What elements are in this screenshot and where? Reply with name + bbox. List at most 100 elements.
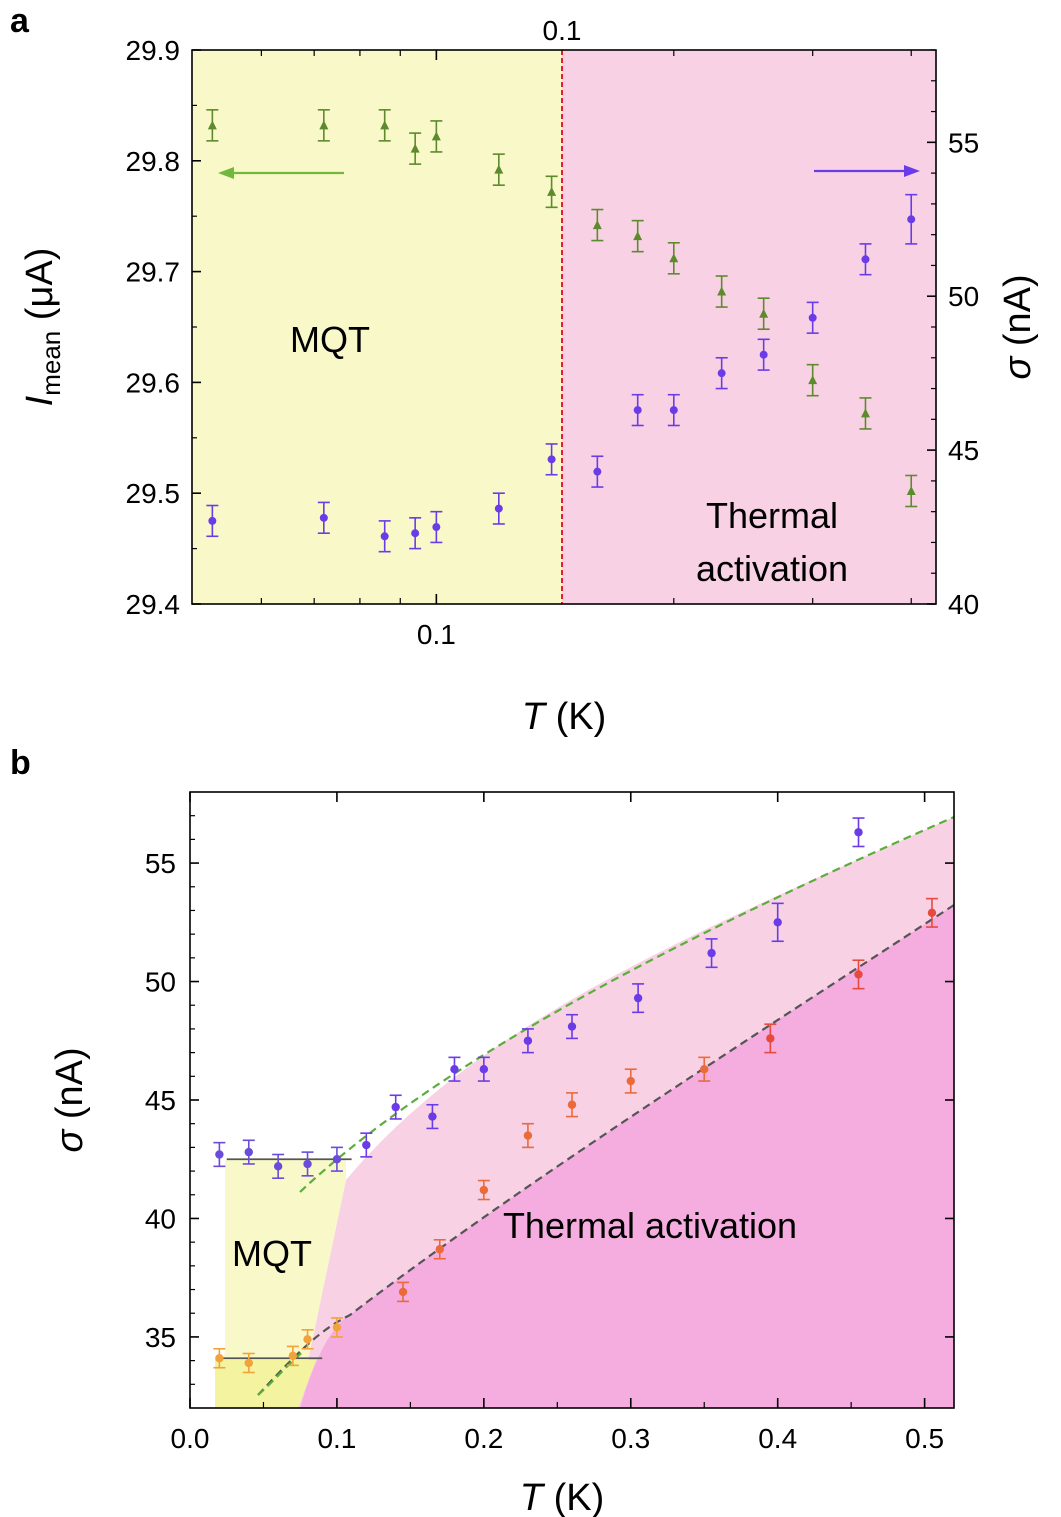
panel-b-x-label-symbol: T bbox=[520, 1477, 546, 1517]
data-point-circle bbox=[927, 908, 937, 918]
data-point-triangle bbox=[906, 485, 916, 495]
panel-b-x-label-unit: (K) bbox=[554, 1477, 605, 1517]
data-point-circle bbox=[633, 406, 642, 415]
data-point-circle bbox=[303, 1159, 312, 1169]
panel-a-mqt-region bbox=[192, 50, 562, 604]
data-point-circle bbox=[707, 948, 716, 958]
data-point-circle bbox=[428, 1112, 437, 1121]
data-point-circle bbox=[523, 1036, 533, 1045]
data-point-circle bbox=[244, 1147, 253, 1157]
y-tick-label: 29.8 bbox=[126, 146, 181, 177]
panel-b-y-label: σ (nA) bbox=[49, 1047, 91, 1152]
y-tick-label: 29.9 bbox=[126, 35, 181, 66]
data-point-circle bbox=[303, 1335, 312, 1344]
data-point-triangle bbox=[410, 143, 420, 153]
panel-b-lower-thermal-region bbox=[300, 905, 954, 1408]
panel-b-y-axis: 35 40 45 50 55 bbox=[145, 815, 954, 1385]
data-point-circle bbox=[380, 532, 389, 541]
data-point-circle bbox=[547, 455, 556, 464]
data-point-circle bbox=[593, 467, 602, 476]
panel-b-mqt-region bbox=[222, 1160, 346, 1408]
data-point-circle bbox=[717, 369, 726, 378]
data-point-circle bbox=[332, 1155, 342, 1164]
data-point-circle bbox=[494, 504, 503, 513]
panel-a-thermal-region bbox=[562, 50, 936, 604]
data-point-circle bbox=[432, 523, 441, 532]
panel-a-left-arrow bbox=[218, 167, 344, 179]
y2-tick-label: 55 bbox=[948, 127, 979, 158]
y-tick-label: 45 bbox=[145, 1085, 176, 1116]
panel-b-y-label-symbol: σ bbox=[49, 1128, 91, 1153]
data-point-circle bbox=[861, 255, 870, 264]
data-point-circle bbox=[567, 1022, 577, 1031]
panel-b-label: b bbox=[10, 744, 31, 782]
panel-a-x-axis: 0.1 bbox=[260, 50, 912, 650]
data-point-circle bbox=[450, 1065, 459, 1074]
panel-a-y2-axis: 40 45 50 55 bbox=[927, 49, 979, 620]
data-point-triangle bbox=[633, 231, 643, 241]
data-point-triangle bbox=[547, 186, 557, 196]
data-point-circle bbox=[362, 1140, 371, 1150]
data-point-triangle bbox=[494, 164, 504, 174]
panel-a-y-axis: 29.4 29.5 29.6 29.7 29.8 29.9 bbox=[126, 35, 201, 620]
panel-b-x-label: T (K) bbox=[520, 1477, 604, 1517]
data-point-circle bbox=[808, 313, 817, 322]
data-point-circle bbox=[759, 350, 768, 359]
data-point-triangle bbox=[860, 408, 870, 418]
data-point-triangle bbox=[431, 131, 441, 141]
data-point-circle bbox=[411, 529, 420, 538]
data-point-circle bbox=[766, 1034, 775, 1043]
data-point-triangle bbox=[759, 308, 769, 318]
panel-b-mqt-label: MQT bbox=[232, 1233, 312, 1274]
panel-b-mqt-lower-region bbox=[215, 1360, 316, 1408]
panel-a-y-label-symbol: I bbox=[19, 395, 61, 406]
y2-tick-label: 45 bbox=[948, 435, 979, 466]
data-point-circle bbox=[669, 406, 678, 415]
panel-a-y-label-unit: (μA) bbox=[19, 248, 61, 321]
panel-a-y2-label: σ (nA) bbox=[997, 274, 1039, 379]
y-tick-label: 50 bbox=[145, 967, 176, 998]
panel-a-x-label-symbol: T bbox=[522, 696, 548, 738]
data-point-circle bbox=[854, 970, 863, 979]
y-tick-label: 35 bbox=[145, 1322, 176, 1353]
data-point-circle bbox=[391, 1102, 400, 1112]
data-point-triangle bbox=[717, 286, 727, 296]
panel-a-thermal-label-line2: activation bbox=[696, 548, 848, 589]
data-point-circle bbox=[773, 918, 782, 927]
y-tick-label: 55 bbox=[145, 848, 176, 879]
data-point-circle bbox=[854, 828, 863, 837]
x-tick-label: 0.1 bbox=[317, 1423, 356, 1454]
panel-a-y2-label-symbol: σ bbox=[997, 355, 1039, 380]
data-point-triangle bbox=[808, 375, 818, 385]
panel-b-x-axis: 0.0 0.1 0.2 0.3 0.4 0.5 bbox=[171, 792, 944, 1454]
data-point-circle bbox=[523, 1131, 533, 1140]
data-point-circle bbox=[479, 1185, 489, 1195]
y-tick-label: 29.5 bbox=[126, 478, 181, 509]
y-tick-label: 40 bbox=[145, 1203, 176, 1234]
panel-a-x-label: T (K) bbox=[522, 696, 606, 738]
x-tick-label: 0.0 bbox=[171, 1423, 210, 1454]
data-point-circle bbox=[319, 513, 328, 522]
panel-a-mqt-label: MQT bbox=[290, 319, 370, 360]
panel-a: 29.4 29.5 29.6 29.7 29.8 29.9 40 45 50 55 0.1 MQ… bbox=[10, 2, 1039, 738]
data-point-triangle bbox=[207, 120, 217, 130]
panel-a-y-label: Imean (μA) bbox=[19, 248, 66, 407]
panel-b-y-label-unit: (nA) bbox=[49, 1047, 91, 1119]
data-point-circle bbox=[633, 993, 643, 1003]
panel-a-series bbox=[206, 109, 918, 553]
data-point-circle bbox=[700, 1065, 709, 1074]
data-point-circle bbox=[479, 1065, 489, 1074]
panel-a-right-arrow bbox=[814, 165, 920, 177]
data-point-triangle bbox=[319, 120, 329, 130]
panel-b-series bbox=[213, 817, 938, 1374]
panel-b-thermal-label: Thermal activation bbox=[503, 1205, 797, 1246]
x-tick-label: 0.2 bbox=[464, 1423, 503, 1454]
panel-a-top-tick-label: 0.1 bbox=[543, 15, 582, 46]
data-point-circle bbox=[215, 1354, 224, 1363]
data-point-circle bbox=[215, 1150, 224, 1159]
data-point-circle bbox=[435, 1245, 444, 1254]
data-point-circle bbox=[332, 1323, 342, 1332]
data-point-circle bbox=[208, 516, 217, 525]
y-tick-label: 29.4 bbox=[126, 589, 181, 620]
